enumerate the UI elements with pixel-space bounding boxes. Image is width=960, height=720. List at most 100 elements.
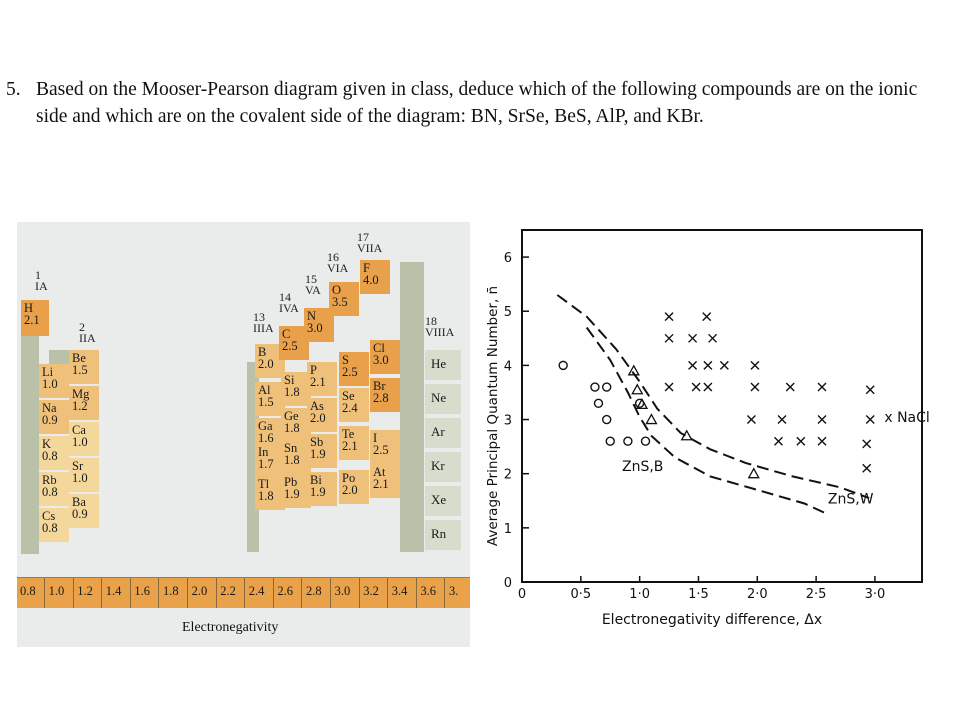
cross-point [777,415,787,425]
element-symbol: O [332,283,342,297]
scale-divider [129,578,131,608]
element-cell: Be 1.5 [69,350,99,384]
element-cell: Ba 0.9 [69,494,99,528]
column-shadow [21,336,39,554]
x-tick-label: 1·5 [688,587,709,602]
element-cell: Rb 0.8 [39,472,69,506]
scale-tick-label: 2.8 [306,584,322,598]
x-tick-label: 2·0 [747,587,768,602]
scale-tick-label: 2.4 [248,584,265,598]
group-name: IIA [79,331,96,345]
group-label: 14 IVA [279,290,299,314]
element-cell: Al 1.5 [255,382,285,416]
element-electronegativity: 1.8 [284,385,300,399]
element-cell: P 2.1 [307,362,337,396]
element-electronegativity: 1.8 [284,421,300,435]
element-electronegativity: 2.1 [310,375,326,389]
element-cell: S 2.5 [339,352,369,386]
cross-point [817,415,827,425]
group-label: 16 VIA [327,251,348,274]
element-symbol: Al [258,383,271,397]
scale-tick-label: 2.0 [191,584,208,598]
y-tick-label: 5 [504,305,512,320]
group-name: VIIIA [425,325,455,339]
scale-divider [358,578,360,608]
element-symbol: F [363,261,370,275]
group-name: VA [305,283,321,297]
noble-gas-cell: Xe [425,486,461,516]
element-symbol: H [24,301,34,315]
triangle-point [627,364,640,376]
element-cell: At 2.1 [370,464,400,498]
triangle-point [680,429,693,441]
noble-gas-cell: Ar [425,418,461,448]
cross-point [703,360,713,370]
element-symbol: Cs [42,509,56,523]
circle-point [602,382,612,392]
group-label: 1 IA [35,269,48,292]
element-symbol: Br [373,379,386,393]
group-name: IIIA [253,321,274,335]
element-electronegativity: 1.2 [72,399,88,413]
element-cell: B 2.0 [255,344,285,378]
cross-point [691,382,701,392]
element-electronegativity: 3.0 [307,321,323,335]
element-cell: Po 2.0 [339,470,369,504]
element-cell: Se 2.4 [339,388,369,422]
cross-point [664,312,674,322]
element-electronegativity: 3.5 [332,295,348,309]
element-electronegativity: 1.0 [42,377,58,391]
element-symbol: Ba [72,495,86,509]
element-cell: Li 1.0 [39,364,69,398]
element-symbol: N [307,309,317,323]
element-electronegativity: 1.5 [72,363,88,377]
element-symbol: Ca [72,423,86,437]
noble-gas-cell: Rn [425,520,461,550]
cross-point [746,415,756,425]
cross-point [817,436,827,446]
cross-point [865,385,875,395]
element-electronegativity: 0.8 [42,485,58,499]
scale-tick-label: 3.2 [363,584,379,598]
y-axis-label: Average Principal Quantum Number, n̄ [485,286,501,546]
element-cell: Bi 1.9 [307,472,337,506]
circle-point [558,360,568,371]
element-symbol: S [342,353,349,367]
element-electronegativity: 1.0 [72,471,88,485]
element-electronegativity: 2.4 [342,401,358,415]
scale-tick-label: 3. [449,584,459,598]
group-number: 14 [279,290,291,304]
element-cell: F 4.0 [360,260,390,294]
scale-tick-label: 1.6 [134,584,151,598]
element-cell: Ge 1.8 [281,408,311,442]
element-electronegativity: 2.1 [342,439,358,453]
triangle-point [645,413,658,425]
element-symbol: Po [342,471,356,485]
electronegativity-scale: 0.8 1.0 1.2 1.4 1.6 1.8 2.0 2.2 2.4 2.6 2.8 3.0 3.2 3… [17,577,470,608]
element-symbol: Pb [284,475,298,489]
cross-point [688,333,698,343]
x-tick-label: 2·5 [806,587,827,602]
scale-divider [272,578,274,608]
element-symbol: I [373,431,378,445]
element-symbol: Bi [310,473,322,487]
element-cell: Sr 1.0 [69,458,99,492]
noble-gas-cell: Kr [425,452,461,482]
plot-frame [521,229,923,583]
group-label: 13 IIIA [253,311,274,335]
scale-tick-label: 2.6 [277,584,294,598]
element-symbol: Be [72,351,86,365]
element-symbol: Sr [72,459,84,473]
element-symbol: In [258,445,269,459]
circle-point [640,436,651,446]
element-cell: Cs 0.8 [39,508,69,542]
element-cell: Sn 1.8 [281,440,311,474]
scale-tick-label: 1.0 [48,584,65,598]
noble-gas-cell: Ne [425,384,461,414]
element-electronegativity: 2.1 [373,477,389,491]
group-number: 17 [357,230,369,244]
element-symbol: Tl [258,477,270,491]
cross-point [702,312,712,322]
circle-point [605,436,615,446]
cross-point [719,360,729,370]
